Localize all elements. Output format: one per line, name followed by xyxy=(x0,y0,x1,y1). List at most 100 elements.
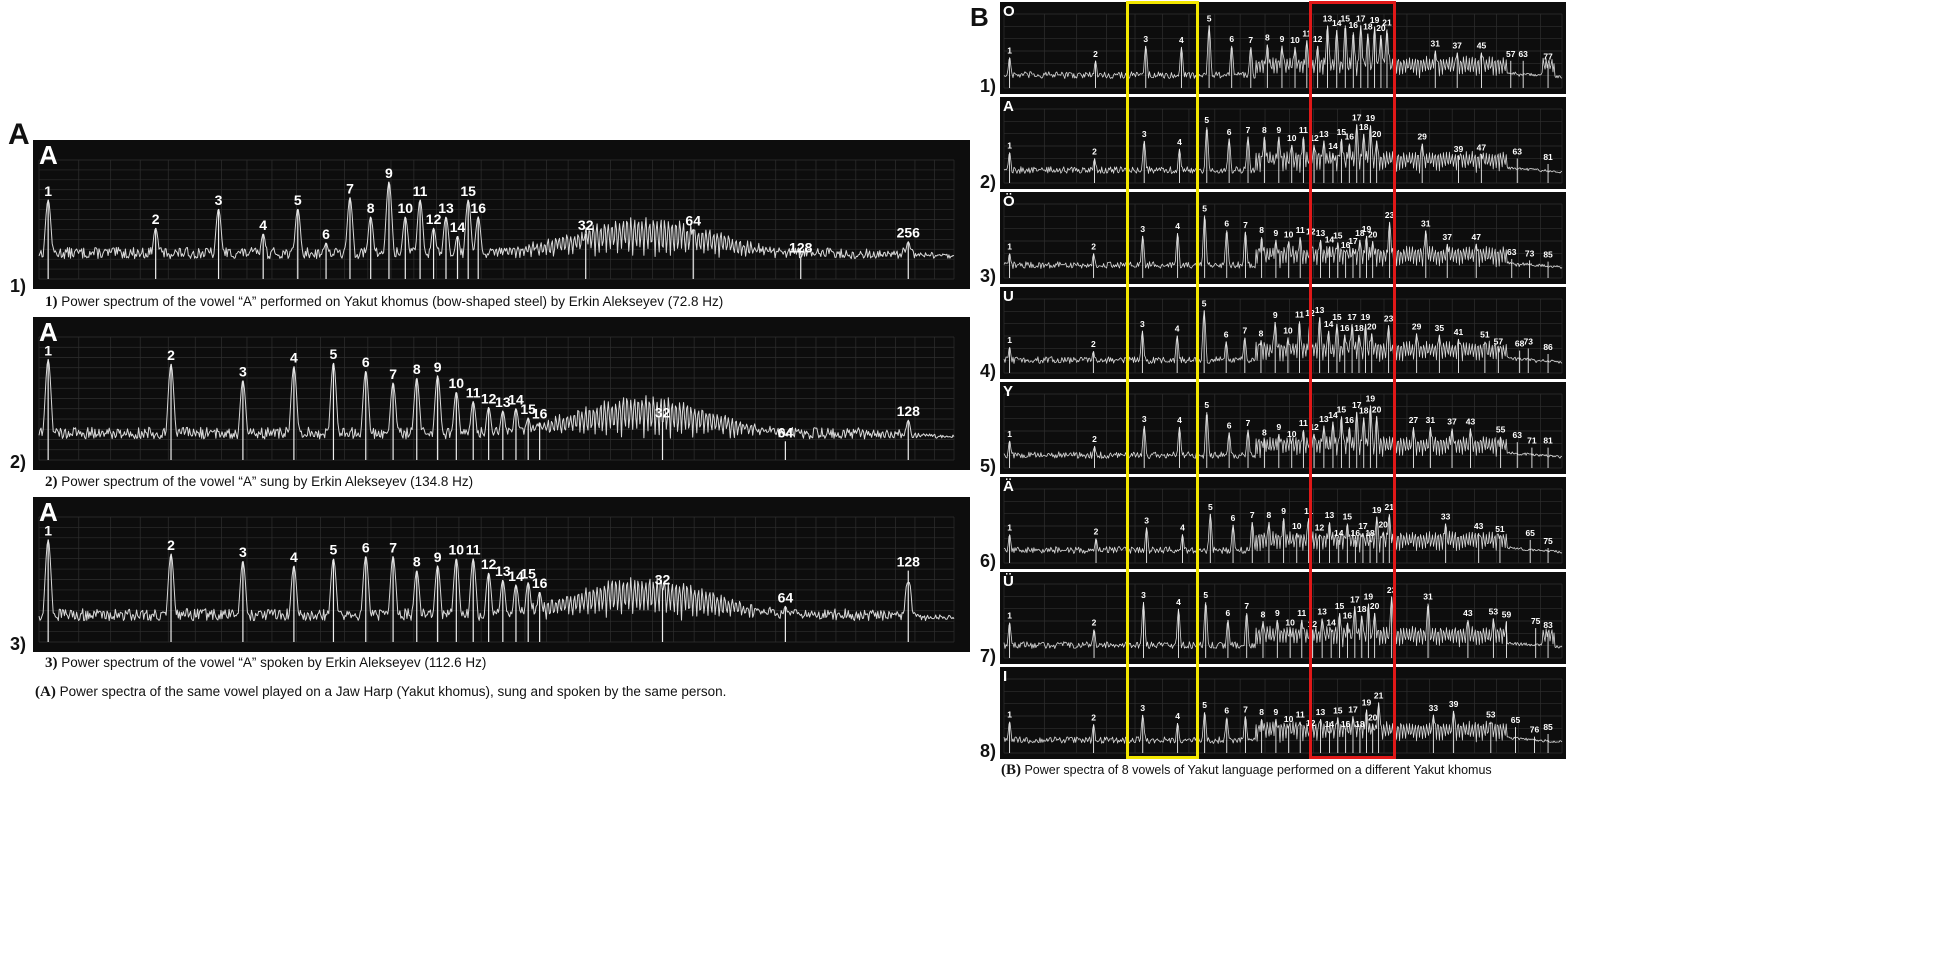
spectrum-trace-a2 xyxy=(38,358,955,440)
harmonic-label-b7-43: 43 xyxy=(1463,608,1473,618)
harmonic-label-b6-6: 6 xyxy=(1231,513,1236,523)
harmonic-label-b4-15: 15 xyxy=(1332,312,1342,322)
harmonic-label-b8-9: 9 xyxy=(1274,707,1279,717)
harmonic-label-b7-59: 59 xyxy=(1502,609,1512,619)
harmonic-label-b7-83: 83 xyxy=(1543,620,1553,630)
harmonic-label-b7-5: 5 xyxy=(1203,590,1208,600)
spectrum-panel-b6: Ä 1 2 3 4 5 6 7 8 9 10 11 12 13 14 15 16 17 18 19 20 21 33 43 51… xyxy=(1000,477,1566,569)
harmonic-label-b4-4: 4 xyxy=(1175,324,1180,334)
spectrum-panel-b3: Ö 1 2 3 4 5 6 7 8 9 10 11 12 13 14 15 16 17 18 19 20 23 31 37 47… xyxy=(1000,192,1566,284)
harmonic-label-b4-9: 9 xyxy=(1273,310,1278,320)
harmonic-label-a1-1: 1 xyxy=(44,183,52,199)
harmonic-label-b4-7: 7 xyxy=(1242,326,1247,336)
caption-a2: 2) Power spectrum of the vowel “A” sung … xyxy=(45,474,473,491)
harmonic-label-b8-85: 85 xyxy=(1543,722,1553,732)
harmonic-label-b1-8: 8 xyxy=(1265,32,1270,42)
harmonic-label-b4-13: 13 xyxy=(1315,305,1325,315)
harmonic-label-b4-23: 23 xyxy=(1384,313,1394,323)
harmonic-label-b8-33: 33 xyxy=(1429,703,1439,713)
harmonic-label-a1-11: 11 xyxy=(413,183,428,199)
harmonic-label-b3-2: 2 xyxy=(1091,242,1096,252)
harmonic-label-b5-11: 11 xyxy=(1299,418,1308,428)
harmonic-label-b8-2: 2 xyxy=(1091,712,1096,722)
harmonic-label-b1-11: 11 xyxy=(1302,28,1311,38)
harmonic-label-a3-7: 7 xyxy=(389,539,397,555)
harmonic-label-b3-19: 19 xyxy=(1362,224,1372,234)
harmonic-label-b7-13: 13 xyxy=(1317,607,1327,617)
spectrum-panel-b7: Ü 1 2 3 4 5 6 7 8 9 10 11 12 13 14 15 16 17 18 19 20 23 31 43 53… xyxy=(1000,572,1566,664)
harmonic-label-a1-5: 5 xyxy=(294,192,302,208)
harmonic-label-b1-7: 7 xyxy=(1248,35,1253,45)
harmonic-label-b1-17: 17 xyxy=(1356,13,1366,23)
harmonic-label-b2-16: 16 xyxy=(1345,132,1355,142)
harmonic-label-b4-11: 11 xyxy=(1295,309,1304,319)
spectrum-panel-a2: A 1 2 3 4 5 6 7 8 9 10 11 12 13 14 15 16 32 64 128 xyxy=(33,317,970,470)
harmonic-label-b6-5: 5 xyxy=(1208,502,1213,512)
harmonic-label-b4-5: 5 xyxy=(1202,298,1207,308)
harmonic-label-a2-6: 6 xyxy=(362,354,370,370)
harmonic-label-b3-14: 14 xyxy=(1325,235,1335,245)
vowel-label-b1: O xyxy=(1003,3,1015,20)
harmonic-label-b6-33: 33 xyxy=(1441,512,1451,522)
harmonic-label-b4-3: 3 xyxy=(1140,319,1145,329)
row-index-a1: 1) xyxy=(10,276,27,296)
harmonic-label-b2-5: 5 xyxy=(1204,115,1209,125)
harmonic-label-b6-16: 16 xyxy=(1351,528,1361,538)
harmonic-label-b6-14: 14 xyxy=(1334,528,1344,538)
harmonic-label-b3-47: 47 xyxy=(1472,232,1482,242)
harmonic-label-a1-2: 2 xyxy=(152,211,160,227)
harmonic-label-a3-5: 5 xyxy=(330,542,338,558)
harmonic-label-a2-1: 1 xyxy=(44,342,52,358)
harmonic-label-b5-19: 19 xyxy=(1366,393,1376,403)
harmonic-label-a3-8: 8 xyxy=(413,554,421,570)
harmonic-label-a2-5: 5 xyxy=(330,346,338,362)
harmonic-label-b3-15: 15 xyxy=(1333,231,1343,241)
harmonic-label-b1-20: 20 xyxy=(1376,23,1386,33)
harmonic-label-a1-12: 12 xyxy=(426,211,442,227)
harmonic-label-b4-8: 8 xyxy=(1259,328,1264,338)
spectrum-trace-b1 xyxy=(1003,25,1563,79)
harmonic-label-b8-15: 15 xyxy=(1333,706,1343,716)
harmonic-label-b2-4: 4 xyxy=(1177,137,1182,147)
harmonic-label-a2-2: 2 xyxy=(167,347,175,363)
harmonic-label-b2-9: 9 xyxy=(1276,125,1281,135)
harmonic-label-b1-77: 77 xyxy=(1543,52,1553,62)
harmonic-label-b8-17: 17 xyxy=(1348,704,1358,714)
caption-a1-number: 1) xyxy=(45,294,58,310)
harmonic-label-b7-12: 12 xyxy=(1308,619,1318,629)
harmonic-label-b8-7: 7 xyxy=(1243,704,1248,714)
harmonic-label-a2-3: 3 xyxy=(239,363,247,379)
harmonic-label-b2-47: 47 xyxy=(1477,142,1487,152)
caption-section-b-prefix: (B) xyxy=(1001,762,1021,778)
harmonic-label-b1-31: 31 xyxy=(1431,39,1441,49)
harmonic-label-b4-6: 6 xyxy=(1224,330,1229,340)
vowel-label-a1: A xyxy=(39,140,58,170)
section-letter-a: A xyxy=(8,118,30,151)
grid-a3 xyxy=(38,516,955,643)
harmonic-label-a3-1: 1 xyxy=(44,523,52,539)
harmonic-label-a2-32: 32 xyxy=(655,404,671,420)
harmonic-label-a2-13: 13 xyxy=(495,394,511,410)
harmonic-label-b7-14: 14 xyxy=(1326,617,1336,627)
harmonic-label-b4-41: 41 xyxy=(1454,327,1464,337)
harmonic-label-b6-9: 9 xyxy=(1281,506,1286,516)
vowel-label-a2: A xyxy=(39,317,58,347)
harmonic-label-b1-10: 10 xyxy=(1290,35,1300,45)
harmonic-label-a3-16: 16 xyxy=(532,575,548,591)
harmonic-label-b3-37: 37 xyxy=(1443,232,1453,242)
harmonic-label-b1-5: 5 xyxy=(1207,13,1212,23)
harmonic-label-b3-10: 10 xyxy=(1284,229,1294,239)
harmonic-label-a3-14: 14 xyxy=(508,568,524,584)
spectrum-trace-b5 xyxy=(1003,406,1563,459)
harmonic-label-a1-9: 9 xyxy=(385,165,393,181)
caption-a2-text: Power spectrum of the vowel “A” sung by … xyxy=(57,474,474,489)
harmonic-label-b6-1: 1 xyxy=(1007,522,1012,532)
grid-a1 xyxy=(38,159,955,280)
harmonic-label-b5-37: 37 xyxy=(1447,417,1457,427)
harmonic-label-b2-39: 39 xyxy=(1454,144,1464,154)
harmonic-label-b1-63: 63 xyxy=(1518,49,1528,59)
harmonic-label-b4-29: 29 xyxy=(1412,322,1422,332)
harmonic-label-b4-12: 12 xyxy=(1305,308,1315,318)
harmonic-label-b7-53: 53 xyxy=(1489,607,1499,617)
